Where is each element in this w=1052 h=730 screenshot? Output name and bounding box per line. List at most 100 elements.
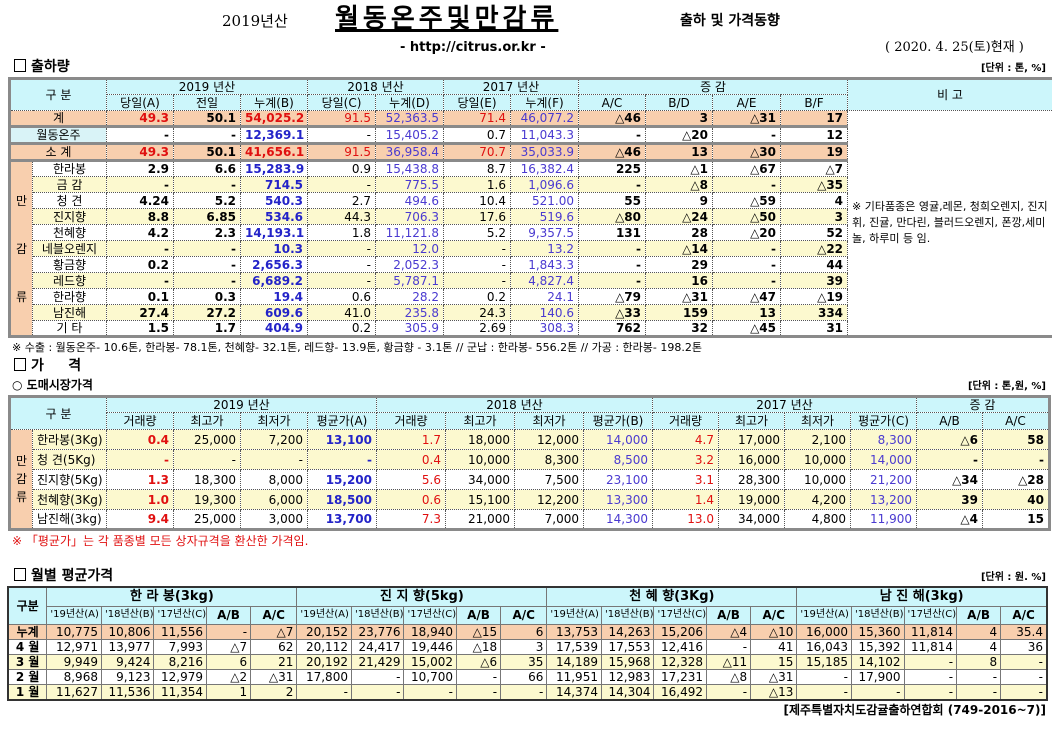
data-cell: - [500, 683, 548, 700]
data-cell: 0.6 [376, 489, 446, 510]
data-cell: 28.2 [375, 288, 444, 305]
data-cell: 52,363.5 [375, 110, 444, 127]
data-cell: △50 [712, 208, 781, 225]
data-cell: 41 [750, 638, 798, 655]
table-row: 남진해(3kg) 9.4 25,000 3,000 13,700 7.3 21,000 7,0… [10, 509, 1050, 530]
data-cell: 25,000 [173, 509, 241, 530]
header-column: '17년산(C) [153, 605, 207, 625]
header-column: 누계(F) [510, 94, 579, 111]
data-cell: △47 [712, 288, 781, 305]
table-row: 금 감 - -714.5-775.5 1.6 1,096.6- △8- △35 [10, 176, 1052, 193]
data-cell: 17,800 [296, 668, 352, 685]
header-group: 천 혜 향(3Kg) [546, 586, 798, 607]
data-cell: 52 [780, 224, 849, 241]
data-cell: 11,536 [100, 683, 155, 700]
header-column: '17년산(C) [903, 605, 958, 625]
data-cell: 50.1 [173, 110, 241, 127]
data-cell: 8.8 [106, 208, 174, 225]
data-cell: 13,977 [100, 638, 155, 655]
row-label: 기 타 [32, 320, 107, 337]
checkbox-icon [14, 568, 26, 581]
data-cell: 18,300 [173, 469, 241, 490]
data-cell: 41.0 [307, 304, 376, 321]
data-cell: 54,025.2 [240, 110, 308, 127]
header-category: 구 분 [9, 396, 107, 430]
header-column: A/C [982, 412, 1050, 430]
row-label: 한라향 [32, 288, 107, 305]
header-group: 2018 년산 [376, 396, 653, 413]
data-cell: △7 [205, 638, 252, 655]
data-cell: - [106, 240, 174, 257]
row-label: 1 월 [7, 683, 48, 700]
data-cell: 1.4 [652, 489, 719, 510]
data-cell: 404.9 [240, 320, 308, 337]
table-row: 레드향 - -6,689.2-5,787.1-4,827.4-16-39 [10, 272, 1052, 289]
data-cell: 20,152 [296, 623, 352, 640]
data-cell: 7,993 [153, 638, 207, 655]
header-column: 최저가 [514, 412, 584, 430]
data-cell: 1.7 [173, 320, 241, 337]
footer-source: [제주특별자치도감귤출하연합회 (749-2016~7)] [783, 702, 1046, 717]
data-cell: 8,500 [583, 449, 653, 470]
data-cell: 16,000 [718, 449, 785, 470]
data-cell: 10,700 [403, 668, 457, 685]
data-cell: 0.4 [106, 429, 174, 450]
header-column: A/B [455, 605, 502, 625]
data-cell: △19 [780, 288, 849, 305]
data-cell: 10,000 [784, 449, 851, 470]
table-row: 기 타 1.5 1.7 404.9 0.2 305.9 2.69 308.3 762 32 △45 3… [10, 320, 1052, 337]
data-cell: 36,958.4 [375, 142, 444, 161]
data-cell: 17.6 [443, 208, 511, 225]
data-cell: 21,429 [350, 653, 405, 670]
data-cell: 21 [250, 653, 298, 670]
header-column: '17년산(C) [403, 605, 457, 625]
header-column: A/B [916, 412, 983, 430]
data-cell: - [712, 176, 781, 193]
data-cell: - [350, 668, 405, 685]
data-cell: △8 [645, 176, 713, 193]
data-cell: 13,300 [583, 489, 653, 510]
table-row: 천혜향(3Kg) 1.0 19,300 6,000 18,500 0.6 15,100 12,… [10, 489, 1050, 510]
data-cell: 2,100 [784, 429, 851, 450]
data-cell: △1 [645, 159, 713, 177]
data-cell: - [578, 256, 646, 273]
data-cell: 3.1 [652, 469, 719, 490]
data-cell: 70.7 [443, 142, 511, 161]
data-cell: 15,968 [600, 653, 655, 670]
data-cell: 13 [645, 142, 713, 161]
data-cell: 18,000 [445, 429, 515, 450]
data-cell: 8,968 [46, 668, 102, 685]
data-cell: 11,814 [903, 638, 958, 655]
export-note: ※ 수출 : 월동온주- 10.6톤, 한라봉- 78.1톤, 천혜향- 32.… [12, 341, 702, 354]
data-cell: △33 [578, 304, 646, 321]
data-cell: 35,033.9 [510, 142, 579, 161]
header-group: 2017 년산 [443, 78, 579, 95]
data-cell: 0.2 [106, 256, 174, 273]
data-cell: - [1000, 683, 1048, 700]
header-column: A/B [705, 605, 752, 625]
data-cell: 49.3 [106, 110, 174, 127]
shipment-section-header: 출하량 [단위 : 톤, %] [14, 58, 1046, 77]
website-link[interactable]: - http://citrus.or.kr - [400, 40, 546, 55]
data-cell: 35.4 [1000, 623, 1048, 640]
data-cell: 9.4 [106, 509, 174, 530]
data-cell: 10.3 [240, 240, 308, 257]
data-cell: 1 [205, 683, 252, 700]
header-column: 최고가 [718, 412, 785, 430]
data-cell: - [240, 449, 308, 470]
data-cell: 25,000 [173, 429, 241, 450]
data-cell: 7,200 [240, 429, 308, 450]
data-cell: △35 [780, 176, 849, 193]
table-row: 소 계 49.3 50.1 41,656.1 91.5 36,958.4 70.7 35,03… [9, 142, 1052, 161]
data-cell: 21,000 [445, 509, 515, 530]
data-cell: 7,500 [514, 469, 584, 490]
monthly-table: 구분 한 라 봉(3kg) 진 지 향(5kg) 천 혜 향(3Kg) 남 진 해(3k… [7, 586, 1048, 701]
data-cell: 15,283.9 [240, 159, 308, 177]
data-cell: △13 [750, 683, 798, 700]
table-row: 진지향(5Kg) 1.3 18,300 8,000 15,200 5.6 34,000 7,5… [10, 469, 1050, 490]
header-column: '19년산(A) [46, 605, 102, 625]
data-cell: 0.7 [443, 125, 511, 144]
data-cell: 6 [500, 623, 548, 640]
header-category: 구 분 [9, 78, 107, 111]
data-cell: 27.2 [173, 304, 241, 321]
